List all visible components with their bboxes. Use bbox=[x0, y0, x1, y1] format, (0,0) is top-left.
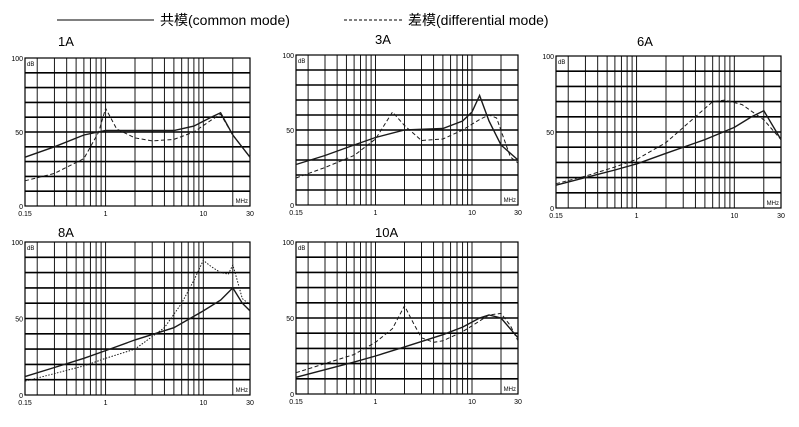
x-tick-label: 0.15 bbox=[18, 400, 32, 407]
panel-title: 6A bbox=[637, 34, 653, 49]
x-tick-label: 10 bbox=[199, 211, 207, 218]
x-tick-label: 30 bbox=[514, 399, 522, 406]
x-tick-label: 30 bbox=[514, 210, 522, 217]
x-tick-label: 0.15 bbox=[289, 210, 303, 217]
x-tick-label: 30 bbox=[777, 213, 785, 220]
legend-common-mode-label: 共模(common mode) bbox=[160, 12, 290, 28]
differential-mode-line bbox=[24, 106, 251, 182]
horizontal-grid bbox=[296, 69, 518, 191]
chart-panel-6a: 6A 0 50 100 0.15 1 10 30 dB MHz bbox=[542, 34, 785, 220]
chart-panel-8a: 8A 0 50 100 0.15 1 10 30 dB MHz bbox=[11, 225, 254, 407]
plot-frame bbox=[555, 55, 782, 209]
x-tick-label: 30 bbox=[246, 400, 254, 407]
y-tick-label: 0 bbox=[19, 204, 23, 211]
x-tick-label: 1 bbox=[104, 211, 108, 218]
x-tick-label: 30 bbox=[246, 211, 254, 218]
common-mode-line bbox=[555, 109, 782, 186]
x-unit-label: MHz bbox=[504, 198, 516, 204]
y-tick-label: 0 bbox=[290, 203, 294, 210]
x-unit-label: MHz bbox=[236, 388, 248, 394]
horizontal-grid bbox=[25, 256, 250, 381]
y-tick-label: 100 bbox=[542, 54, 554, 61]
y-unit-label: dB bbox=[27, 246, 34, 252]
x-tick-label: 1 bbox=[635, 213, 639, 220]
y-tick-label: 100 bbox=[282, 53, 294, 60]
y-tick-label: 0 bbox=[19, 393, 23, 400]
x-tick-label: 10 bbox=[468, 399, 476, 406]
x-tick-label: 0.15 bbox=[18, 211, 32, 218]
y-unit-label: dB bbox=[298, 246, 305, 252]
x-unit-label: MHz bbox=[504, 387, 516, 393]
y-tick-label: 50 bbox=[15, 317, 23, 324]
horizontal-grid bbox=[296, 256, 518, 380]
plot-frame bbox=[295, 54, 519, 206]
x-tick-label: 10 bbox=[730, 213, 738, 220]
horizontal-grid bbox=[556, 70, 781, 194]
common-mode-line bbox=[295, 314, 519, 378]
plot-frame bbox=[24, 241, 251, 396]
y-unit-label: dB bbox=[27, 62, 34, 68]
x-tick-label: 0.15 bbox=[549, 213, 563, 220]
x-tick-label: 0.15 bbox=[289, 399, 303, 406]
y-tick-label: 50 bbox=[286, 128, 294, 135]
y-tick-label: 0 bbox=[290, 392, 294, 399]
differential-mode-line bbox=[555, 99, 782, 185]
panel-title: 1A bbox=[58, 34, 74, 49]
panel-title: 3A bbox=[375, 32, 391, 47]
y-tick-label: 50 bbox=[15, 130, 23, 137]
y-unit-label: dB bbox=[558, 60, 565, 66]
x-tick-label: 1 bbox=[374, 399, 378, 406]
panel-title: 8A bbox=[58, 225, 74, 240]
plot-frame bbox=[295, 241, 519, 395]
y-tick-label: 0 bbox=[550, 206, 554, 213]
chart-panel-3a: 3A 0 50 100 0.15 1 10 30 dB MHz bbox=[282, 32, 522, 217]
differential-mode-line bbox=[24, 259, 251, 382]
panel-title: 10A bbox=[375, 225, 398, 240]
y-tick-label: 100 bbox=[11, 56, 23, 63]
common-mode-line bbox=[24, 111, 251, 158]
chart-panel-1a: 1A 0 50 100 0.15 1 10 30 dB MHz bbox=[11, 34, 254, 218]
common-mode-line bbox=[295, 93, 519, 166]
y-tick-label: 50 bbox=[286, 316, 294, 323]
x-tick-label: 10 bbox=[199, 400, 207, 407]
x-tick-label: 1 bbox=[374, 210, 378, 217]
x-unit-label: MHz bbox=[236, 199, 248, 205]
x-unit-label: MHz bbox=[767, 201, 779, 207]
x-tick-label: 1 bbox=[104, 400, 108, 407]
y-unit-label: dB bbox=[298, 59, 305, 65]
y-tick-label: 50 bbox=[546, 130, 554, 137]
legend-differential-mode-label: 差模(differential mode) bbox=[408, 12, 549, 28]
x-tick-label: 10 bbox=[468, 210, 476, 217]
common-mode-line bbox=[24, 286, 251, 378]
chart-panel-10a: 10A 0 50 100 0.15 1 10 30 dB MHz bbox=[282, 225, 522, 406]
y-tick-label: 100 bbox=[282, 240, 294, 247]
horizontal-grid bbox=[25, 72, 250, 192]
differential-mode-line bbox=[295, 111, 519, 179]
plot-frame bbox=[24, 57, 251, 207]
differential-mode-line bbox=[295, 304, 519, 374]
legend: 共模(common mode) 差模(differential mode) bbox=[57, 12, 549, 28]
y-tick-label: 100 bbox=[11, 240, 23, 247]
